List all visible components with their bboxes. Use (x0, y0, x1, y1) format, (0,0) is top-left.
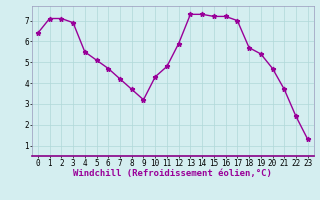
X-axis label: Windchill (Refroidissement éolien,°C): Windchill (Refroidissement éolien,°C) (73, 169, 272, 178)
